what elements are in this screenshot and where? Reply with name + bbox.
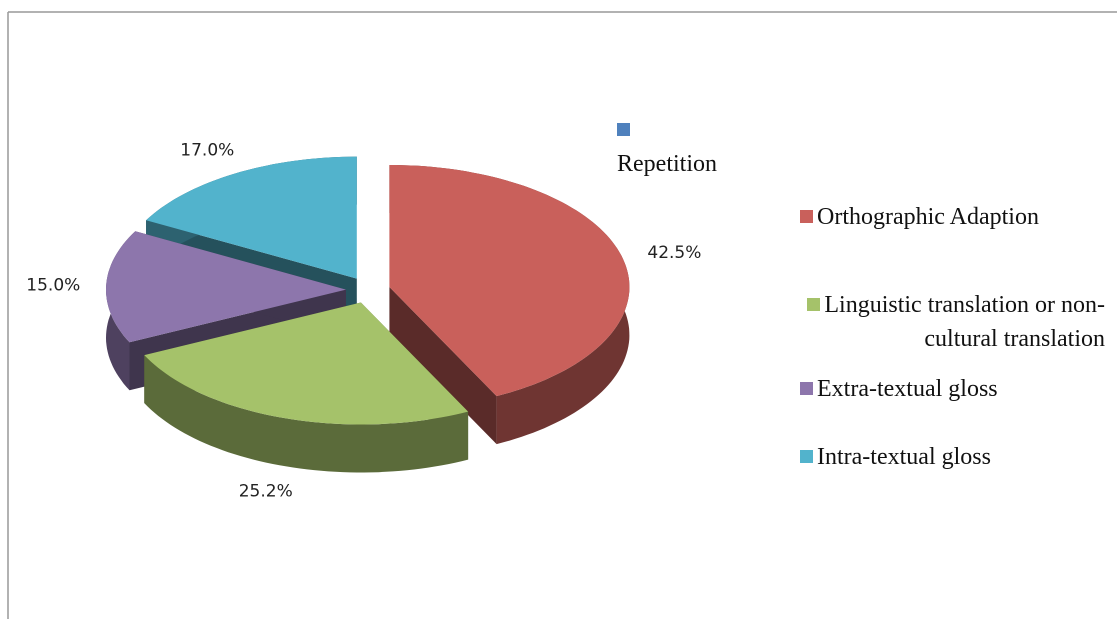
legend-entry: Orthographic Adaption [800, 200, 1110, 234]
slice-top [144, 302, 469, 425]
slice-side [389, 287, 497, 445]
legend-entry: Intra-textual gloss [800, 440, 1110, 474]
legend-entry: Linguistic translation or non-cultural t… [800, 288, 1105, 356]
legend-label: Extra-textual gloss [817, 376, 998, 402]
legend-entry: Repetition [617, 113, 777, 181]
data-label: 15.0% [26, 276, 80, 296]
data-label: 42.5% [647, 243, 701, 263]
data-label: 17.0% [180, 141, 234, 161]
legend-label: Linguistic translation or non-cultural t… [824, 292, 1105, 352]
pie-slice [389, 165, 630, 445]
legend-swatch [800, 450, 813, 463]
legend-swatch [617, 123, 630, 136]
legend-swatch [800, 210, 813, 223]
pie-slice [144, 302, 469, 473]
slice-top [146, 156, 357, 279]
legend-label: Intra-textual gloss [817, 444, 991, 470]
legend-label: Orthographic Adaption [817, 204, 1039, 230]
data-label: 25.2% [239, 481, 293, 501]
legend-label: Repetition [617, 151, 717, 177]
legend-entry: Extra-textual gloss [800, 372, 1110, 406]
slice-top [389, 165, 630, 397]
legend-swatch [807, 298, 821, 311]
legend-swatch [800, 382, 813, 395]
slice-wall [144, 355, 469, 473]
slice-top [106, 231, 346, 343]
